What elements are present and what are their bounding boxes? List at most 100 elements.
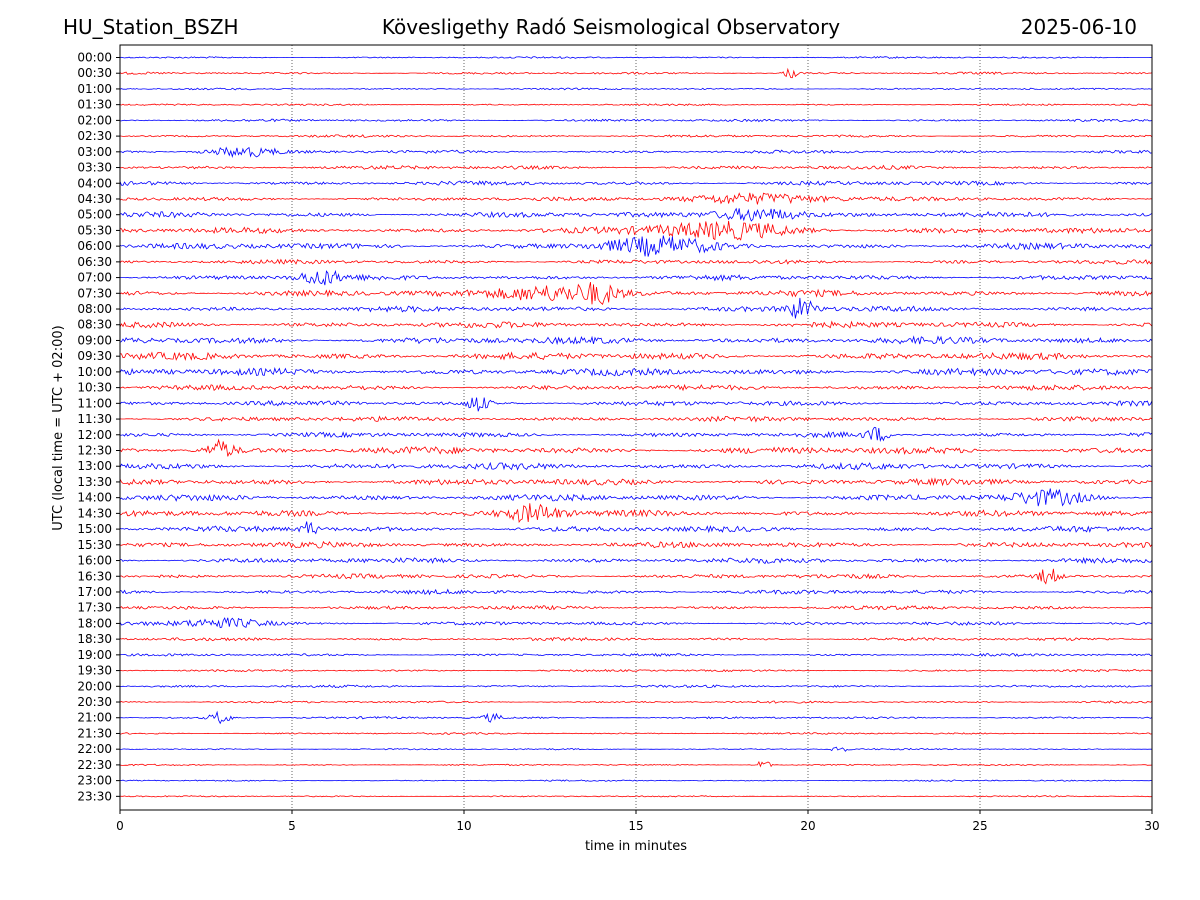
x-tick-label: 20 [800, 819, 815, 833]
x-tick-label: 0 [116, 819, 124, 833]
trace-row [119, 220, 1153, 241]
y-tick-label: 16:30 [77, 569, 112, 583]
y-tick-label: 06:00 [77, 239, 112, 253]
trace-row [119, 746, 1152, 752]
trace-row [119, 488, 1153, 507]
date-label: 2025-06-10 [1020, 15, 1137, 39]
y-tick-label: 00:00 [77, 51, 112, 65]
trace-row [119, 732, 1153, 735]
y-tick-label: 17:00 [77, 585, 112, 599]
vertical-gridlines [291, 45, 981, 810]
trace-row [119, 477, 1153, 487]
trace-row [119, 617, 1153, 629]
y-tick-label: 12:00 [77, 428, 112, 442]
trace-row [119, 367, 1152, 377]
x-tick-label: 15 [628, 819, 643, 833]
y-tick-label: 19:00 [77, 648, 112, 662]
y-tick-label: 17:30 [77, 601, 112, 615]
x-axis-label: time in minutes [585, 839, 687, 854]
y-tick-label: 20:30 [77, 695, 112, 709]
y-tick-label: 13:30 [77, 475, 112, 489]
y-tick-label: 01:30 [77, 98, 112, 112]
y-tick-label: 06:30 [77, 255, 112, 269]
trace-row [119, 568, 1153, 585]
trace-row [119, 700, 1153, 704]
trace-row [120, 556, 1153, 565]
x-axis-ticks: 0 5 10 15 20 25 30 [116, 810, 1160, 833]
x-tick-label: 10 [456, 819, 471, 833]
trace-row [119, 134, 1153, 138]
trace-row [119, 684, 1153, 689]
trace-row [119, 397, 1153, 412]
y-tick-label: 15:30 [77, 538, 112, 552]
x-tick-label: 25 [972, 819, 987, 833]
trace-row [119, 351, 1153, 361]
y-tick-label: 10:30 [77, 381, 112, 395]
trace-row [119, 668, 1153, 673]
trace-row [119, 521, 1153, 535]
trace-row [119, 282, 1153, 306]
y-tick-label: 04:00 [77, 176, 112, 190]
trace-row [119, 415, 1153, 423]
y-tick-label: 04:30 [77, 192, 112, 206]
y-tick-label: 12:30 [77, 444, 112, 458]
station-name: HU_Station_BSZH [63, 15, 239, 39]
y-tick-label: 07:00 [77, 271, 112, 285]
y-tick-label: 23:30 [77, 789, 112, 803]
y-axis-label: UTC (local time = UTC + 02:00) [51, 325, 66, 530]
seismic-traces [119, 56, 1153, 798]
y-tick-label: 11:00 [77, 396, 112, 410]
trace-row [119, 180, 1153, 187]
y-tick-label: 21:30 [77, 726, 112, 740]
y-tick-label: 05:00 [77, 208, 112, 222]
trace-row [119, 652, 1153, 657]
trace-row [119, 779, 1153, 782]
x-tick-label: 5 [288, 819, 296, 833]
trace-row [119, 164, 1153, 171]
y-tick-label: 14:30 [77, 506, 112, 520]
y-tick-label: 16:00 [77, 554, 112, 568]
trace-row [119, 56, 1153, 59]
y-tick-label: 19:30 [77, 664, 112, 678]
trace-row [119, 461, 1153, 471]
trace-row [119, 207, 1153, 222]
trace-row [119, 118, 1153, 123]
trace-row [119, 269, 1153, 286]
y-tick-label: 08:00 [77, 302, 112, 316]
trace-row [119, 87, 1153, 91]
trace-row [119, 67, 1153, 79]
y-tick-label: 22:30 [77, 758, 112, 772]
trace-row [119, 335, 1153, 346]
y-tick-label: 00:30 [77, 66, 112, 80]
y-tick-label: 07:30 [77, 286, 112, 300]
y-tick-label: 13:00 [77, 459, 112, 473]
y-tick-label: 10:00 [77, 365, 112, 379]
y-tick-label: 18:00 [77, 616, 112, 630]
y-tick-label: 09:00 [77, 333, 112, 347]
trace-row [119, 320, 1153, 329]
trace-row [119, 192, 1153, 205]
y-tick-label: 02:30 [77, 129, 112, 143]
trace-row [119, 636, 1153, 642]
y-tick-label: 02:00 [77, 113, 112, 127]
trace-row [119, 258, 1153, 265]
y-tick-label: 20:00 [77, 679, 112, 693]
trace-row [119, 588, 1153, 596]
trace-row [119, 760, 1153, 768]
trace-row [119, 383, 1153, 392]
observatory-title: Kövesligethy Radó Seismological Observat… [381, 15, 841, 39]
y-tick-label: 15:00 [77, 522, 112, 536]
y-tick-label: 14:00 [77, 491, 112, 505]
trace-row [119, 710, 1153, 725]
y-tick-label: 22:00 [77, 742, 112, 756]
trace-row [120, 146, 1153, 158]
trace-row [119, 503, 1153, 524]
trace-row [119, 604, 1153, 611]
trace-row [119, 426, 1153, 443]
trace-row [119, 795, 1153, 798]
y-tick-label: 05:30 [77, 223, 112, 237]
trace-row [119, 540, 1153, 549]
y-tick-label: 23:00 [77, 774, 112, 788]
